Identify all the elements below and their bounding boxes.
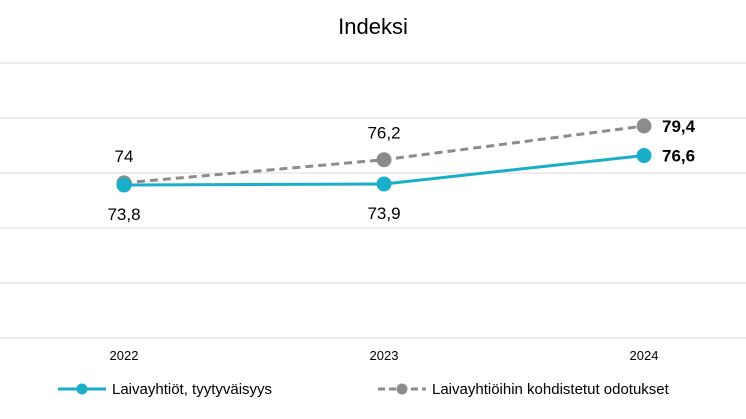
x-axis-ticks: 2022 2023 2024: [110, 348, 659, 363]
legend-item-satisfaction: Laivayhtiöt, tyytyväisyys: [58, 378, 272, 400]
point-satisfaction: [376, 176, 392, 192]
legend-label-satisfaction: Laivayhtiöt, tyytyväisyys: [112, 380, 273, 398]
data-labels: 73,8 73,9 76,6 74 76,2 79,4: [107, 117, 695, 224]
point-expectations: [376, 152, 392, 168]
gridlines: [0, 62, 746, 339]
legend-item-expectations: Laivayhtiöihin kohdistetut odotukset: [378, 378, 669, 400]
legend-label-expectations: Laivayhtiöihin kohdistetut odotukset: [432, 380, 669, 398]
x-tick-label: 2024: [630, 348, 659, 363]
data-label-expectations: 76,2: [367, 124, 400, 143]
point-satisfaction: [636, 148, 652, 164]
data-label-expectations: 74: [115, 147, 134, 166]
series-layer: [116, 118, 652, 193]
legend-swatch-expectations: [378, 383, 426, 395]
point-satisfaction: [116, 177, 132, 193]
point-expectations: [636, 118, 652, 134]
chart-title: Indeksi: [338, 14, 408, 39]
legend-swatch-satisfaction: [58, 383, 106, 395]
data-label-satisfaction: 76,6: [662, 147, 695, 166]
x-tick-label: 2022: [110, 348, 139, 363]
data-label-satisfaction: 73,9: [367, 204, 400, 223]
data-label-expectations: 79,4: [662, 117, 696, 136]
data-label-satisfaction: 73,8: [107, 205, 140, 224]
x-tick-label: 2023: [370, 348, 399, 363]
